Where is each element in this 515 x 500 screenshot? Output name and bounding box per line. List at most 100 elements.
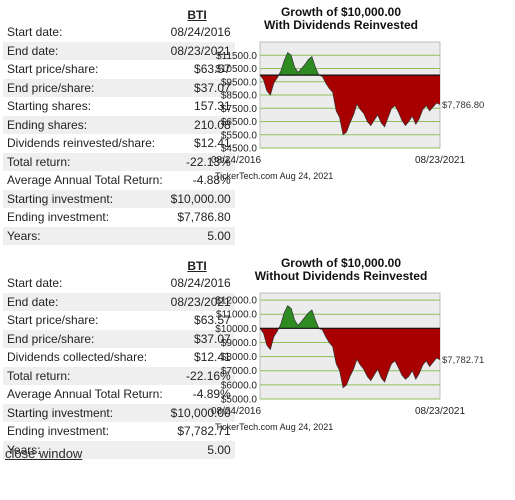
stat-row: End price/share: $37.07 xyxy=(3,78,235,97)
stat-label: End price/share: xyxy=(3,329,167,348)
chart-title: Growth of $10,000.00 xyxy=(281,256,401,270)
stat-value: 08/24/2016 xyxy=(170,276,231,291)
y-tick-label: $11500.0 xyxy=(216,51,257,62)
close-window-link[interactable]: close window xyxy=(5,446,83,461)
stat-label: End date: xyxy=(3,292,167,311)
stat-value: $63.57 xyxy=(194,313,231,328)
y-tick-label: $5500.0 xyxy=(221,130,258,141)
stat-value: 08/23/2021 xyxy=(166,292,235,311)
gain-area xyxy=(260,305,440,329)
x-start-label: 08/24/2016 xyxy=(211,406,261,417)
stat-value: $10,000.00 xyxy=(166,403,235,422)
stat-label: Total return: xyxy=(3,152,167,171)
stat-row: Ending shares: 210.08 xyxy=(3,115,235,134)
growth-line xyxy=(259,52,441,136)
y-tick-label: $7500.0 xyxy=(221,104,258,115)
stat-label: Ending investment: xyxy=(7,210,110,225)
stat-value: $7,786.80 xyxy=(177,210,231,225)
stat-label: Starting investment: xyxy=(3,403,167,422)
stat-label: Average Annual Total Return: xyxy=(7,173,163,188)
stat-label: Ending shares: xyxy=(3,115,167,134)
y-tick-label: $6000.0 xyxy=(221,380,258,391)
stat-value: $7,782.71 xyxy=(177,424,231,439)
stat-row: Dividends collected/share: $12.41 xyxy=(3,348,235,367)
ticker-heading: BTI xyxy=(187,7,207,22)
stat-row: Total return: -22.16% xyxy=(3,366,235,385)
stat-value: 5.00 xyxy=(166,440,235,459)
stat-label: Years: xyxy=(3,440,167,459)
y-tick-label: $12000.0 xyxy=(215,296,257,307)
stat-label: Years: xyxy=(3,226,167,245)
stat-value: $10,000.00 xyxy=(166,189,235,208)
stat-row: Years: 5.00 xyxy=(3,226,235,245)
stat-value: -4.88% xyxy=(192,173,231,188)
stat-label: End price/share: xyxy=(3,78,167,97)
stat-row: Average Annual Total Return: -4.89% xyxy=(3,385,235,404)
stat-row: Start date: 08/24/2016 xyxy=(3,274,235,293)
stat-value: $12.41 xyxy=(194,136,231,151)
stat-label: Average Annual Total Return: xyxy=(7,387,163,402)
stats-table-reinvested: BTI Start date: 08/24/2016 End date: 08/23/… xyxy=(3,6,235,245)
stat-label: Total return: xyxy=(3,366,167,385)
x-start-label: 08/24/2016 xyxy=(211,155,261,166)
stat-row: End date: 08/23/2021 xyxy=(3,292,235,311)
stat-row: End price/share: $37.07 xyxy=(3,329,235,348)
y-tick-label: $10500.0 xyxy=(215,64,257,75)
y-tick-label: $11000.0 xyxy=(216,310,257,321)
y-tick-label: $10000.0 xyxy=(215,324,257,335)
stat-label: Start date: xyxy=(7,276,63,291)
stat-value: $37.07 xyxy=(166,78,235,97)
stat-label: Starting investment: xyxy=(3,189,167,208)
stat-label: Dividends collected/share: xyxy=(7,350,148,365)
stat-value: -4.89% xyxy=(192,387,231,402)
end-value-label: $7,786.80 xyxy=(442,100,484,111)
stat-row: Starting investment: $10,000.00 xyxy=(3,189,235,208)
end-value-label: $7,782.71 xyxy=(442,355,484,366)
x-end-label: 08/23/2021 xyxy=(415,406,465,417)
growth-chart-reinvested: Growth of $10,000.00 With Dividends Rein… xyxy=(211,5,484,181)
y-tick-label: $8000.0 xyxy=(221,352,258,363)
stat-row: Start price/share: $63.57 xyxy=(3,60,235,79)
y-tick-label: $9000.0 xyxy=(221,338,258,349)
stat-value: 08/24/2016 xyxy=(170,25,231,40)
loss-area xyxy=(260,328,440,388)
loss-area xyxy=(260,75,440,135)
stat-value: $12.41 xyxy=(194,350,231,365)
stat-row: Ending investment: $7,782.71 xyxy=(3,422,235,441)
stat-value: $63.57 xyxy=(194,62,231,77)
y-tick-label: $7000.0 xyxy=(221,366,258,377)
gain-area xyxy=(260,52,440,76)
y-tick-label: $8500.0 xyxy=(221,91,258,102)
stat-label: Start price/share: xyxy=(7,62,99,77)
stat-label: Ending investment: xyxy=(7,424,110,439)
stat-row: End date: 08/23/2021 xyxy=(3,41,235,60)
stat-value: 157.31 xyxy=(194,99,231,114)
stat-row: Ending investment: $7,786.80 xyxy=(3,208,235,227)
stat-value: 08/23/2021 xyxy=(166,41,235,60)
y-tick-label: $6500.0 xyxy=(221,117,258,128)
stat-label: Start date: xyxy=(7,25,63,40)
stat-label: Dividends reinvested/share: xyxy=(7,136,156,151)
stat-row: Start date: 08/24/2016 xyxy=(3,23,235,42)
stat-label: Starting shares: xyxy=(7,99,92,114)
chart-subtitle: With Dividends Reinvested xyxy=(264,18,418,32)
stat-label: Start price/share: xyxy=(7,313,99,328)
credit-label: TickerTech.com Aug 24, 2021 xyxy=(215,422,333,432)
chart-subtitle: Without Dividends Reinvested xyxy=(255,269,428,283)
stat-row: Start price/share: $63.57 xyxy=(3,311,235,330)
y-tick-label: $5000.0 xyxy=(221,395,258,406)
stat-value: $37.07 xyxy=(166,329,235,348)
stat-value: -22.13% xyxy=(166,152,235,171)
stat-row: Dividends reinvested/share: $12.41 xyxy=(3,134,235,153)
stat-row: Starting investment: $10,000.00 xyxy=(3,403,235,422)
stat-row: Starting shares: 157.31 xyxy=(3,97,235,116)
stat-value: -22.16% xyxy=(166,366,235,385)
credit-label: TickerTech.com Aug 24, 2021 xyxy=(215,171,333,181)
growth-chart-collected: Growth of $10,000.00 Without Dividends R… xyxy=(211,256,484,432)
stat-row: Total return: -22.13% xyxy=(3,152,235,171)
y-tick-label: $4500.0 xyxy=(221,144,258,155)
stat-value: 210.08 xyxy=(166,115,235,134)
y-tick-label: $9500.0 xyxy=(221,77,258,88)
stat-row: Average Annual Total Return: -4.88% xyxy=(3,171,235,190)
growth-line xyxy=(259,305,441,389)
